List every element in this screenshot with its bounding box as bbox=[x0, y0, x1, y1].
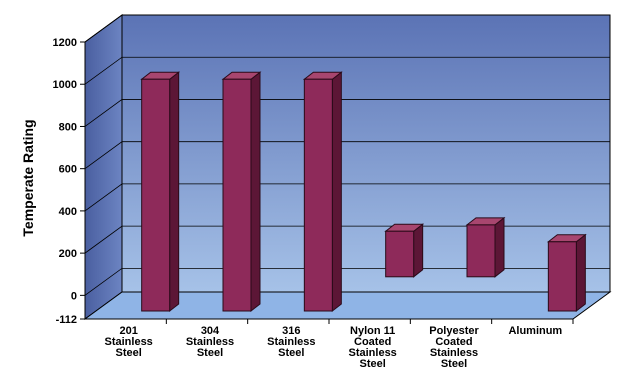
bar-side bbox=[250, 71, 261, 313]
bar bbox=[221, 71, 262, 313]
x-tick-label: 201 Stainless Steel bbox=[105, 325, 153, 359]
y-tick-label: 200 bbox=[59, 248, 77, 260]
y-tick-label: 600 bbox=[59, 164, 77, 176]
bar bbox=[465, 216, 506, 278]
bar bbox=[302, 71, 343, 313]
gridline bbox=[84, 141, 610, 169]
x-tick-label: Polyester Coated Stainless Steel bbox=[429, 325, 479, 370]
x-tick-label: Nylon 11 Coated Stainless Steel bbox=[349, 325, 397, 370]
gridline bbox=[84, 225, 610, 254]
bar bbox=[140, 71, 181, 313]
gridline bbox=[84, 14, 610, 43]
plot-area bbox=[83, 14, 612, 320]
back-wall bbox=[121, 14, 611, 293]
bar-front bbox=[141, 78, 171, 312]
y-tick-label: -112 bbox=[56, 314, 77, 326]
y-tick-label: 0 bbox=[71, 290, 77, 302]
bar-side bbox=[331, 71, 342, 313]
y-tick-label: 1000 bbox=[53, 79, 77, 91]
y-tick-label: 400 bbox=[59, 206, 77, 218]
side-wall bbox=[84, 14, 123, 320]
gridline bbox=[84, 99, 610, 127]
x-axis-ticks: 201 Stainless Steel 304 Stainless Steel 316 Sta… bbox=[105, 319, 574, 370]
gridline bbox=[84, 56, 610, 85]
x-tick-label: 304 Stainless Steel bbox=[186, 325, 234, 359]
bar-side bbox=[169, 71, 180, 313]
y-axis-ticks: -112 0 200 400 600 800 1000 1200 bbox=[53, 37, 85, 326]
bar-side bbox=[494, 216, 505, 278]
y-tick-label: 800 bbox=[59, 121, 77, 133]
bar-front bbox=[466, 224, 496, 278]
gridlines bbox=[84, 14, 610, 296]
bars bbox=[140, 71, 587, 313]
bar bbox=[546, 233, 587, 313]
bar-side bbox=[413, 223, 424, 278]
gridline bbox=[84, 267, 610, 296]
x-tick-label: Aluminum bbox=[508, 325, 562, 337]
bar-front bbox=[222, 78, 252, 312]
bar-front bbox=[547, 241, 577, 312]
bar bbox=[384, 223, 425, 278]
gridline bbox=[84, 183, 610, 212]
bar-front bbox=[385, 230, 415, 278]
y-tick-label: 1200 bbox=[53, 37, 77, 49]
x-tick-label: 316 Stainless Steel bbox=[267, 325, 315, 359]
bar-front bbox=[303, 78, 333, 312]
bar-side bbox=[575, 233, 586, 313]
y-axis-label: Temperate Rating bbox=[20, 119, 36, 236]
